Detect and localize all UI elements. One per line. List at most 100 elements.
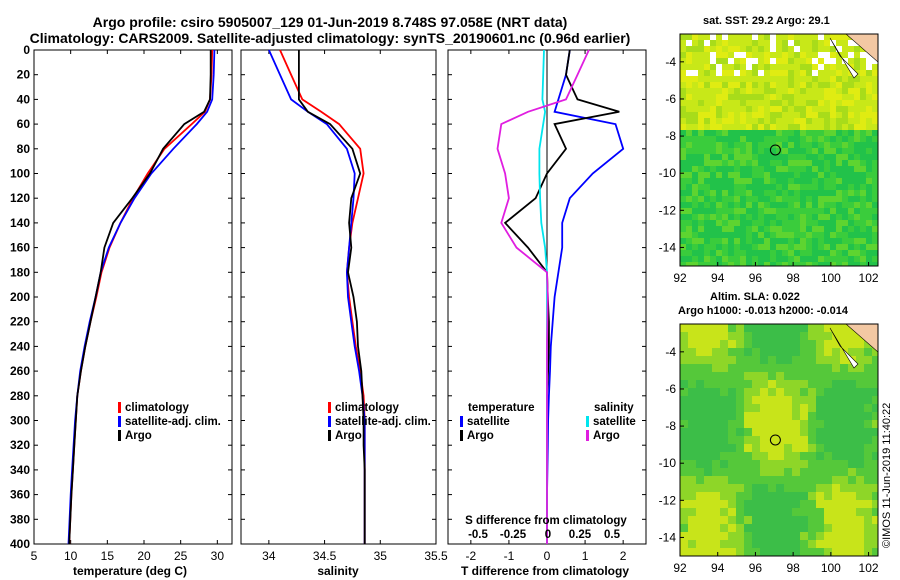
- map-cell: [836, 166, 842, 172]
- map-cell: [770, 70, 776, 76]
- map-cell: [812, 220, 818, 226]
- map-cell: [688, 524, 696, 532]
- legend-temperature-header: temperature: [468, 402, 534, 414]
- map-cell: [776, 348, 784, 356]
- map-cell: [824, 492, 832, 500]
- map-cell: [692, 82, 698, 88]
- map-cell: [800, 262, 806, 266]
- map-cell: [728, 516, 736, 524]
- map-cell: [872, 428, 878, 436]
- map-cell: [688, 500, 696, 508]
- map-cell: [704, 548, 712, 556]
- map-cell: [770, 172, 776, 178]
- map-cell: [792, 388, 800, 396]
- map-cell: [686, 154, 692, 160]
- map-cell: [688, 412, 696, 420]
- map-cell: [872, 190, 878, 196]
- map-cell: [698, 160, 704, 166]
- map-cell: [854, 256, 860, 262]
- map-cell: [806, 112, 812, 118]
- map-cell: [860, 124, 866, 130]
- map-cell: [776, 64, 782, 70]
- map-cell: [872, 388, 878, 396]
- map-cell: [866, 100, 872, 106]
- map-cell: [716, 232, 722, 238]
- map-cell: [752, 324, 760, 332]
- map-cell: [728, 58, 734, 64]
- map-cell: [770, 256, 776, 262]
- map-cell: [734, 262, 740, 266]
- map-cell: [856, 356, 864, 364]
- map-cell: [722, 244, 728, 250]
- map-cell: [830, 190, 836, 196]
- map-cell: [688, 380, 696, 388]
- map-cell: [758, 40, 764, 46]
- map-cell: [720, 364, 728, 372]
- map-cell: [734, 250, 740, 256]
- map-cell: [864, 484, 872, 492]
- map-cell: [728, 148, 734, 154]
- map-cell: [744, 516, 752, 524]
- map-cell: [784, 340, 792, 348]
- map-cell: [788, 124, 794, 130]
- map-cell: [768, 348, 776, 356]
- map-cell: [842, 208, 848, 214]
- map-cell: [722, 46, 728, 52]
- map-cell: [728, 256, 734, 262]
- map-cell: [808, 492, 816, 500]
- map-cell: [704, 208, 710, 214]
- map-cell: [848, 460, 856, 468]
- map-cell: [710, 34, 716, 40]
- map-cell: [792, 484, 800, 492]
- map-cell: [842, 148, 848, 154]
- map-cell: [860, 160, 866, 166]
- map-cell: [712, 396, 720, 404]
- map-cell: [776, 420, 784, 428]
- map-cell: [680, 52, 686, 58]
- map-cell: [734, 148, 740, 154]
- map-cell: [728, 208, 734, 214]
- map-cell: [734, 172, 740, 178]
- map-cell: [816, 476, 824, 484]
- map-cell: [740, 208, 746, 214]
- map-cell: [720, 372, 728, 380]
- map-cell: [744, 532, 752, 540]
- map-cell: [784, 420, 792, 428]
- map-cell: [784, 380, 792, 388]
- map-cell: [792, 476, 800, 484]
- map-cell: [698, 52, 704, 58]
- map-cell: [728, 324, 736, 332]
- map-y-tick-label: -6: [665, 92, 676, 106]
- map-cell: [716, 58, 722, 64]
- map-cell: [688, 492, 696, 500]
- map-cell: [696, 540, 704, 548]
- map-cell: [680, 46, 686, 52]
- map-cell: [848, 262, 854, 266]
- map-cell: [770, 124, 776, 130]
- map-cell: [848, 532, 856, 540]
- map-cell: [736, 532, 744, 540]
- map-cell: [836, 184, 842, 190]
- map-cell: [848, 524, 856, 532]
- map-cell: [830, 166, 836, 172]
- map-cell: [782, 160, 788, 166]
- map-cell: [836, 154, 842, 160]
- map-cell: [848, 492, 856, 500]
- map-cell: [752, 484, 760, 492]
- map-cell: [866, 166, 872, 172]
- y-tick-label: 260: [10, 364, 30, 378]
- x-tick-label: -2: [466, 549, 477, 563]
- map-cell: [744, 404, 752, 412]
- map-cell: [776, 548, 784, 556]
- map-cell: [872, 548, 878, 556]
- legend-t-satellite-label: satellite: [467, 416, 510, 428]
- map-cell: [824, 112, 830, 118]
- map-cell: [744, 500, 752, 508]
- map-cell: [782, 202, 788, 208]
- map-cell: [824, 508, 832, 516]
- map-cell: [808, 460, 816, 468]
- map-cell: [860, 70, 866, 76]
- map-cell: [704, 256, 710, 262]
- map-cell: [872, 100, 878, 106]
- map-cell: [794, 202, 800, 208]
